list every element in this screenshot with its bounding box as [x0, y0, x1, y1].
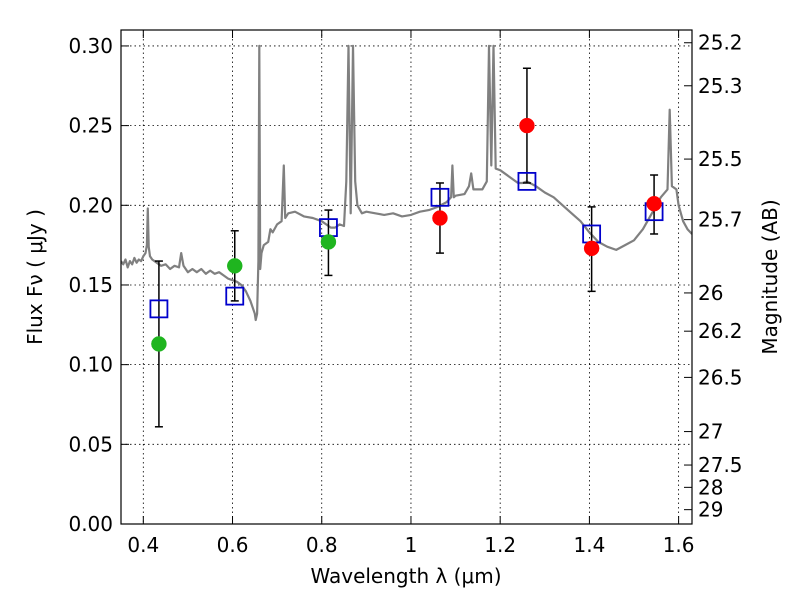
right-tick-label: 26.5	[698, 365, 743, 389]
model-photometry-point	[225, 286, 245, 306]
observed-photometry-point	[519, 117, 535, 134]
right-tick-label: 25.5	[698, 147, 743, 171]
y-tick-label: 0.00	[68, 512, 113, 536]
model-photometry-point	[517, 171, 537, 191]
grid	[121, 30, 692, 525]
observed-photometry-point	[646, 195, 662, 212]
x-axis-title: Wavelength λ (μm)	[310, 564, 501, 588]
x-tick-label: 0.8	[306, 533, 338, 557]
y-tick-label: 0.20	[68, 193, 113, 217]
plot-frame	[120, 29, 693, 525]
error-bars	[154, 67, 659, 428]
observed-photometry-point	[320, 234, 337, 250]
model-photometry-point	[430, 187, 450, 207]
right-tick-label: 26	[698, 281, 723, 305]
right-tick-label: 26.2	[698, 319, 743, 343]
y-tick-label: 0.15	[68, 273, 113, 297]
x-tick-label: 0.4	[127, 533, 159, 557]
model-spectrum	[121, 44, 692, 322]
right-tick-label: 28	[698, 475, 723, 499]
right-tick-label: 29	[698, 498, 723, 522]
y-axis-title: Flux Fν ( μJy )	[23, 209, 47, 345]
right-tick-label: 25.3	[698, 74, 743, 98]
tick-labels: 0.4 0.6 0.8 1 1.2 1.4 1.6 0.00 0.05 0.10 0.15 0.20 0…	[68, 31, 742, 557]
y-tick-label: 0.10	[68, 353, 113, 377]
observed-photometry-point	[432, 210, 448, 226]
y-tick-label: 0.05	[68, 432, 113, 456]
x-tick-label: 1.4	[573, 533, 605, 557]
axis-ticks	[121, 30, 692, 525]
right-tick-label: 25.2	[698, 31, 743, 55]
data-markers	[149, 117, 664, 352]
y-tick-label: 0.30	[68, 34, 113, 58]
spectrum-line	[121, 44, 692, 322]
x-tick-label: 1	[405, 533, 418, 557]
y-tick-label: 0.25	[68, 114, 113, 138]
right-axis-title: Magnitude (AB)	[758, 199, 782, 354]
right-tick-label: 25.7	[698, 208, 743, 232]
model-photometry-point	[149, 299, 169, 319]
x-tick-label: 0.6	[217, 533, 249, 557]
x-tick-label: 1.6	[663, 533, 695, 557]
right-tick-label: 27.5	[698, 453, 743, 477]
right-tick-label: 27	[698, 420, 723, 444]
x-tick-label: 1.2	[484, 533, 516, 557]
observed-photometry-point	[227, 258, 243, 274]
observed-photometry-point	[583, 240, 600, 257]
observed-photometry-point	[151, 336, 167, 352]
